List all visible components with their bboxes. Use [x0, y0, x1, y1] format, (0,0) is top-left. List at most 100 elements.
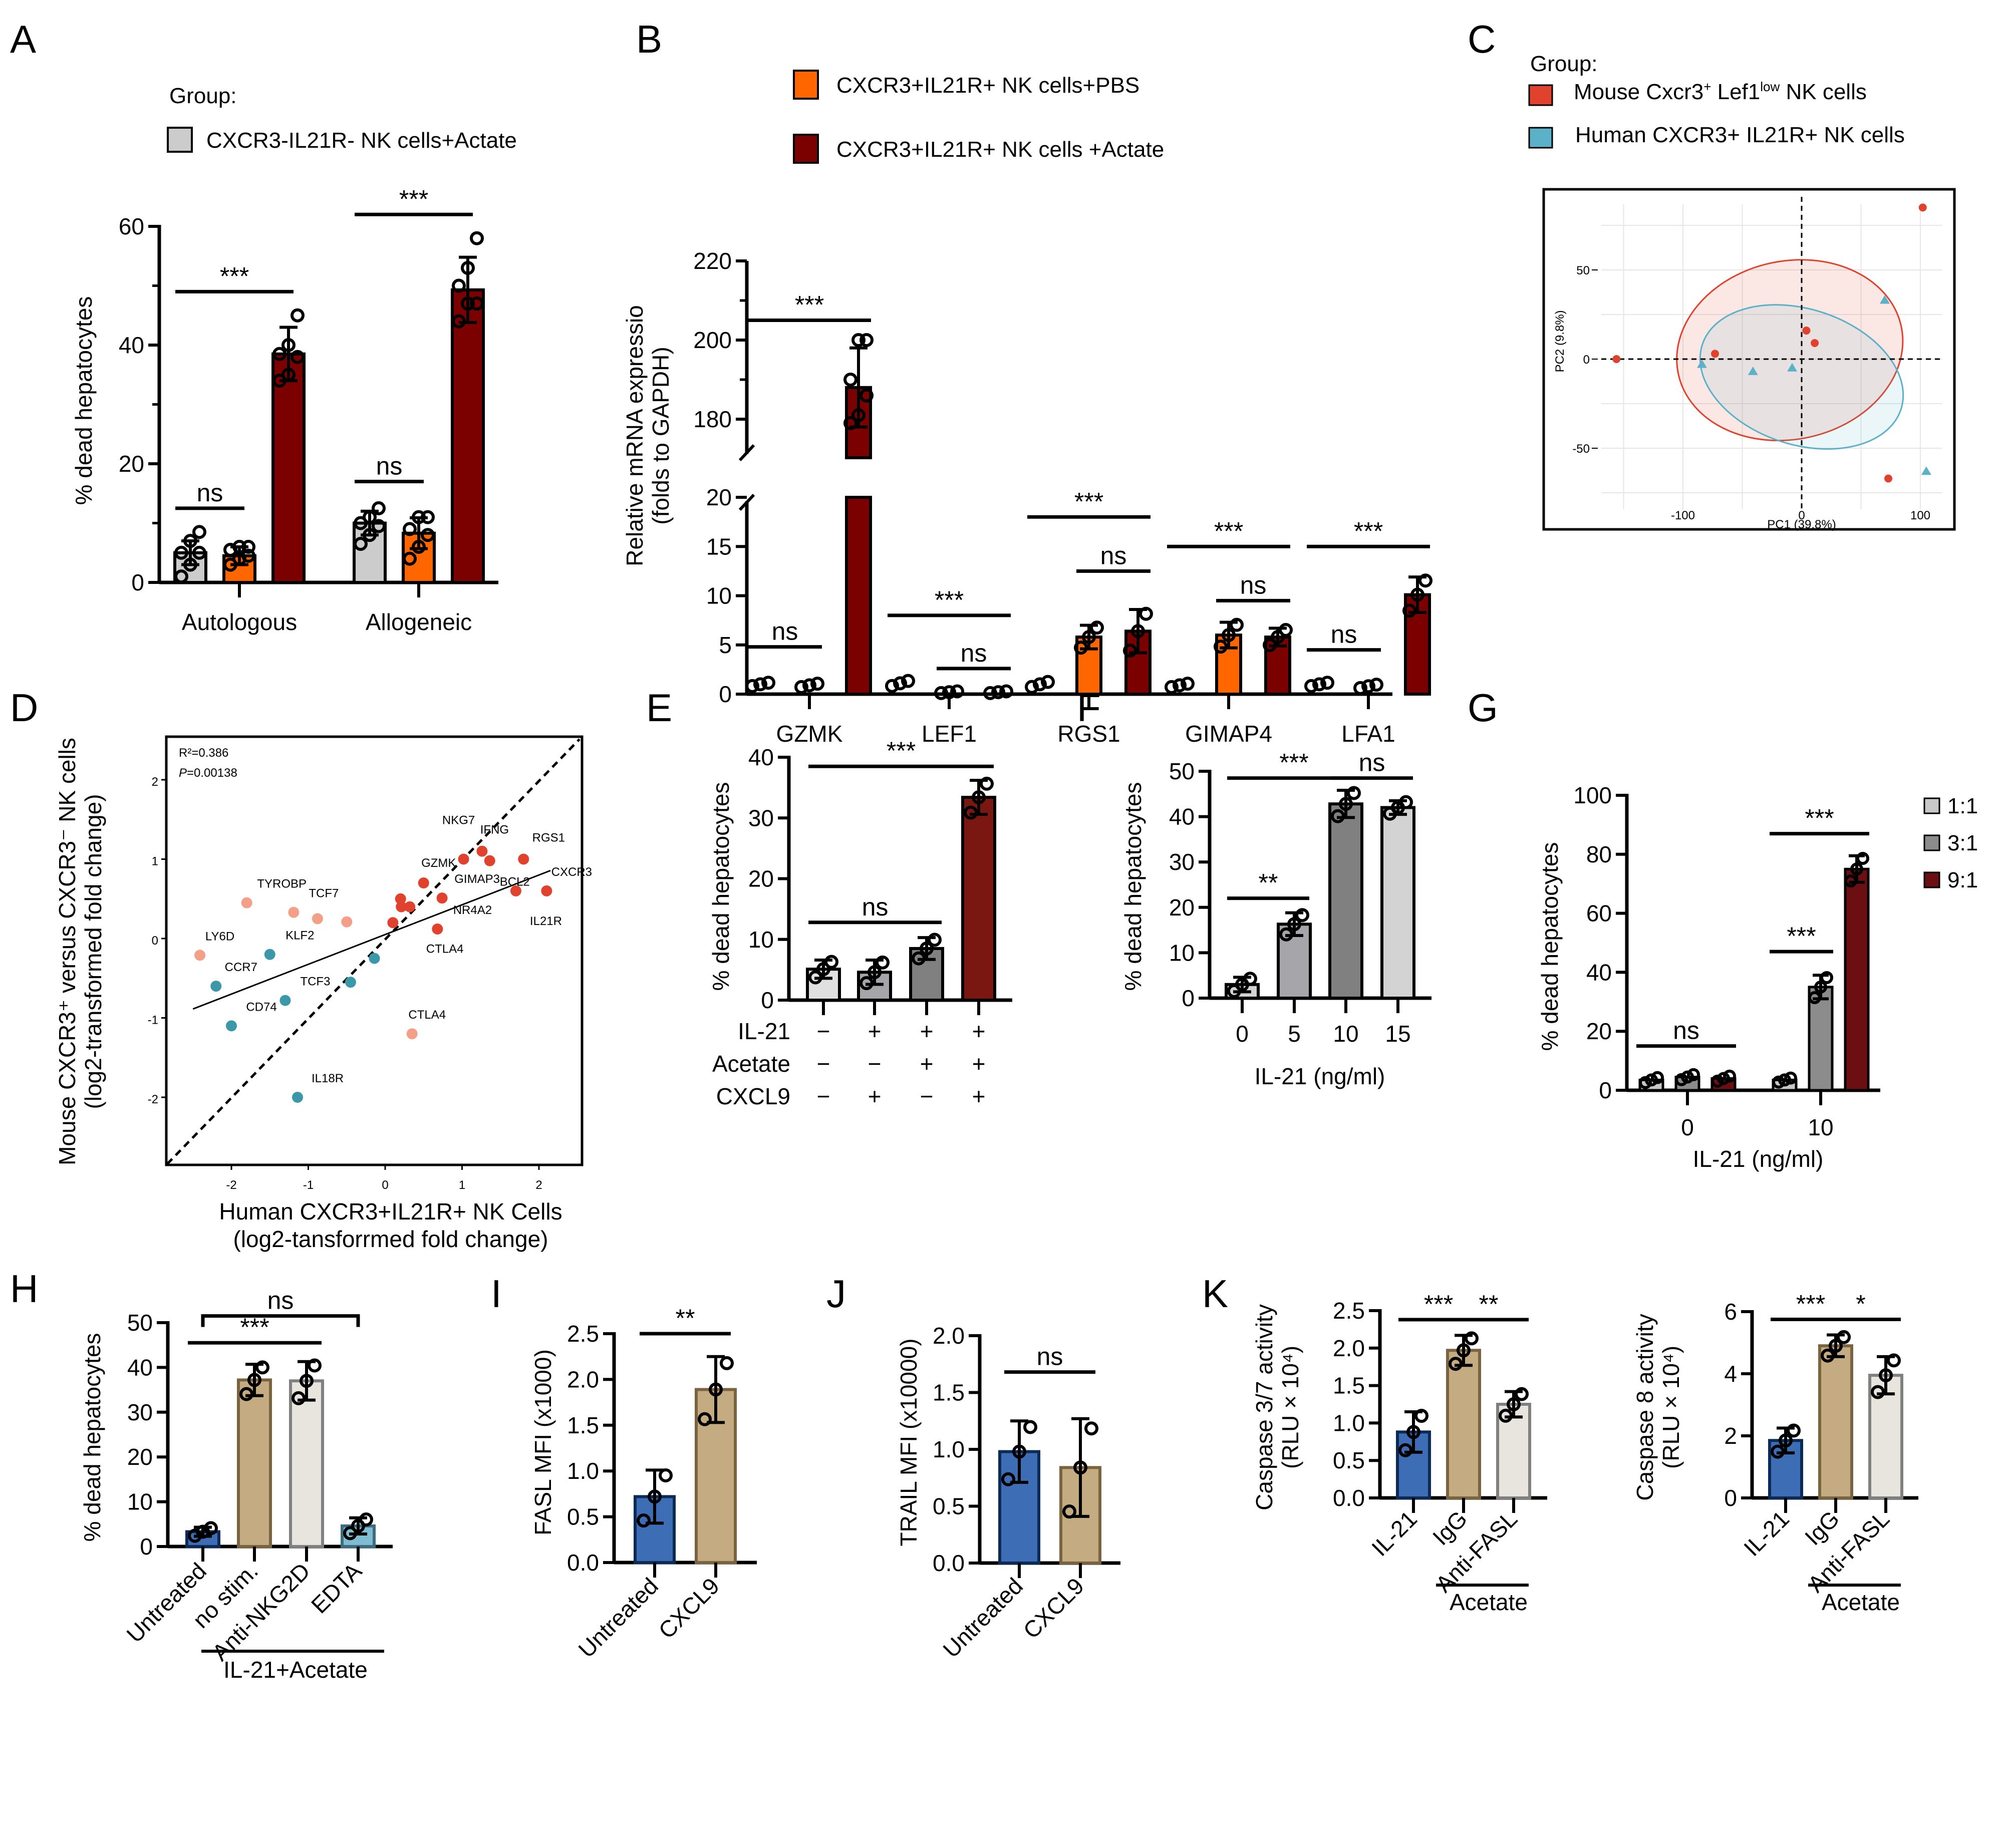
x-tick-label: IL-21	[1739, 1505, 1794, 1561]
significance-label: ***	[1354, 517, 1383, 545]
gene-point	[518, 853, 529, 865]
data-point	[1837, 1330, 1851, 1344]
gene-point	[264, 949, 275, 960]
x-axis-label: IL-21 (ng/ml)	[1255, 1063, 1385, 1089]
gene-point	[510, 885, 521, 896]
condition-sign: +	[972, 1051, 986, 1077]
data-point	[1139, 606, 1153, 621]
plot-frame	[1542, 188, 1956, 531]
gene-point	[436, 892, 448, 904]
bar	[271, 352, 306, 584]
gene-point	[288, 906, 300, 918]
data-point	[1820, 971, 1833, 985]
data-point	[928, 933, 942, 947]
y-tick-label: 6	[1724, 1299, 1737, 1325]
x-tick-label: -100	[1671, 509, 1695, 522]
significance-label: ***	[1787, 922, 1816, 950]
bar	[1818, 1344, 1853, 1499]
condition-label: Acetate	[712, 1051, 790, 1077]
condition-sign: −	[817, 1051, 830, 1077]
data-point	[1243, 972, 1257, 986]
y-tick-label: 0.5	[1333, 1447, 1365, 1473]
gene-label: IL18R	[312, 1072, 344, 1085]
data-point	[412, 539, 426, 554]
significance-label: ***	[1279, 749, 1308, 777]
data-point	[1406, 1425, 1420, 1439]
gene-point	[241, 897, 252, 908]
data-point	[1361, 679, 1375, 694]
y-tick-label: 0	[1182, 985, 1195, 1011]
data-point	[1850, 862, 1863, 876]
x-tick-label: GIMAP4	[1185, 721, 1272, 747]
condition-sign: +	[972, 1018, 986, 1044]
data-point	[860, 333, 874, 347]
legend-swatch	[793, 134, 819, 164]
legend-label: CXCR3-IL21R- NK cells+Actate	[206, 128, 517, 153]
data-point	[1402, 603, 1416, 618]
significance-label: ns	[1673, 1017, 1699, 1045]
significance-label: ***	[1796, 1290, 1825, 1318]
y-tick-label: 2.5	[567, 1321, 599, 1347]
data-point	[860, 388, 874, 403]
x-tick-label: 0	[1236, 1021, 1249, 1047]
y-tick-label: 0	[140, 1533, 153, 1560]
data-point	[183, 534, 197, 548]
p-value-annotation: P=0.00138	[179, 766, 237, 780]
legend-label: 3:1	[1947, 831, 1978, 855]
x-tick-label: 100	[1910, 509, 1930, 522]
y-tick-label: -2	[148, 1093, 158, 1106]
gene-point	[369, 953, 380, 964]
data-point	[761, 676, 775, 690]
data-point	[964, 805, 978, 820]
gene-point	[476, 845, 488, 857]
legend-label: CXCR3+IL21R+ NK cells+PBS	[836, 73, 1139, 98]
significance-label: ***	[1214, 517, 1243, 545]
data-point	[745, 679, 759, 693]
significance-label: **	[1479, 1290, 1499, 1318]
gene-point	[406, 1028, 418, 1040]
data-point	[885, 679, 899, 693]
data-point	[1090, 621, 1104, 635]
significance-label: ns	[1331, 621, 1357, 649]
significance-label: ns	[197, 479, 223, 507]
data-point	[876, 955, 890, 970]
legend-label: 1:1	[1947, 794, 1978, 818]
data-point	[851, 333, 866, 347]
significance-label: ***	[935, 586, 964, 614]
data-point	[1723, 1069, 1736, 1083]
data-point	[421, 510, 435, 524]
data-point	[972, 790, 986, 805]
y-tick-label: 0.0	[1333, 1485, 1365, 1511]
gene-point	[210, 981, 222, 992]
data-point	[1829, 1339, 1843, 1353]
data-point	[1062, 1504, 1076, 1519]
significance-label: ns	[1037, 1343, 1063, 1371]
data-point	[1295, 908, 1309, 922]
data-point	[403, 551, 417, 566]
data-point	[1779, 1433, 1793, 1448]
panel-j: 0.0 0.5 1.0 1.5 2.0 ns TRAIL MFI (x10000) Untre…	[896, 1323, 1120, 1663]
gene-point	[292, 1092, 304, 1103]
data-point	[241, 548, 255, 563]
gene-point	[226, 1020, 237, 1032]
panel-h: 0 10 20 30 40 50 ns*** % dead hepatocytes Untrea…	[79, 1287, 393, 1683]
gene-label: CTLA4	[408, 1008, 446, 1022]
y-tick-label: 2.0	[933, 1323, 965, 1349]
gene-point	[194, 950, 206, 961]
significance-label: ***	[1805, 804, 1834, 832]
panel-k-1: 0.00.51.01.52.02.5 *** **Caspase 3/7 activ…	[1251, 1290, 1547, 1615]
significance-label: ns	[772, 618, 798, 646]
data-point	[291, 308, 305, 323]
gene-label: CCR7	[225, 961, 257, 974]
data-point	[1320, 676, 1334, 690]
gene-label: CD74	[246, 1000, 276, 1014]
y-tick-label: 0	[719, 681, 732, 707]
data-point	[1023, 1420, 1037, 1434]
x-tick-label: 0	[1798, 509, 1805, 522]
y-tick-label: 20	[1169, 894, 1195, 920]
x-axis-label: PC1 (39.8%)	[1767, 518, 1836, 531]
data-point	[1879, 1368, 1893, 1383]
y-tick-label: 220	[693, 248, 732, 274]
x-axis-label: Human CXCR3+IL21R+ NK Cells	[219, 1198, 562, 1224]
data-point	[363, 510, 377, 524]
